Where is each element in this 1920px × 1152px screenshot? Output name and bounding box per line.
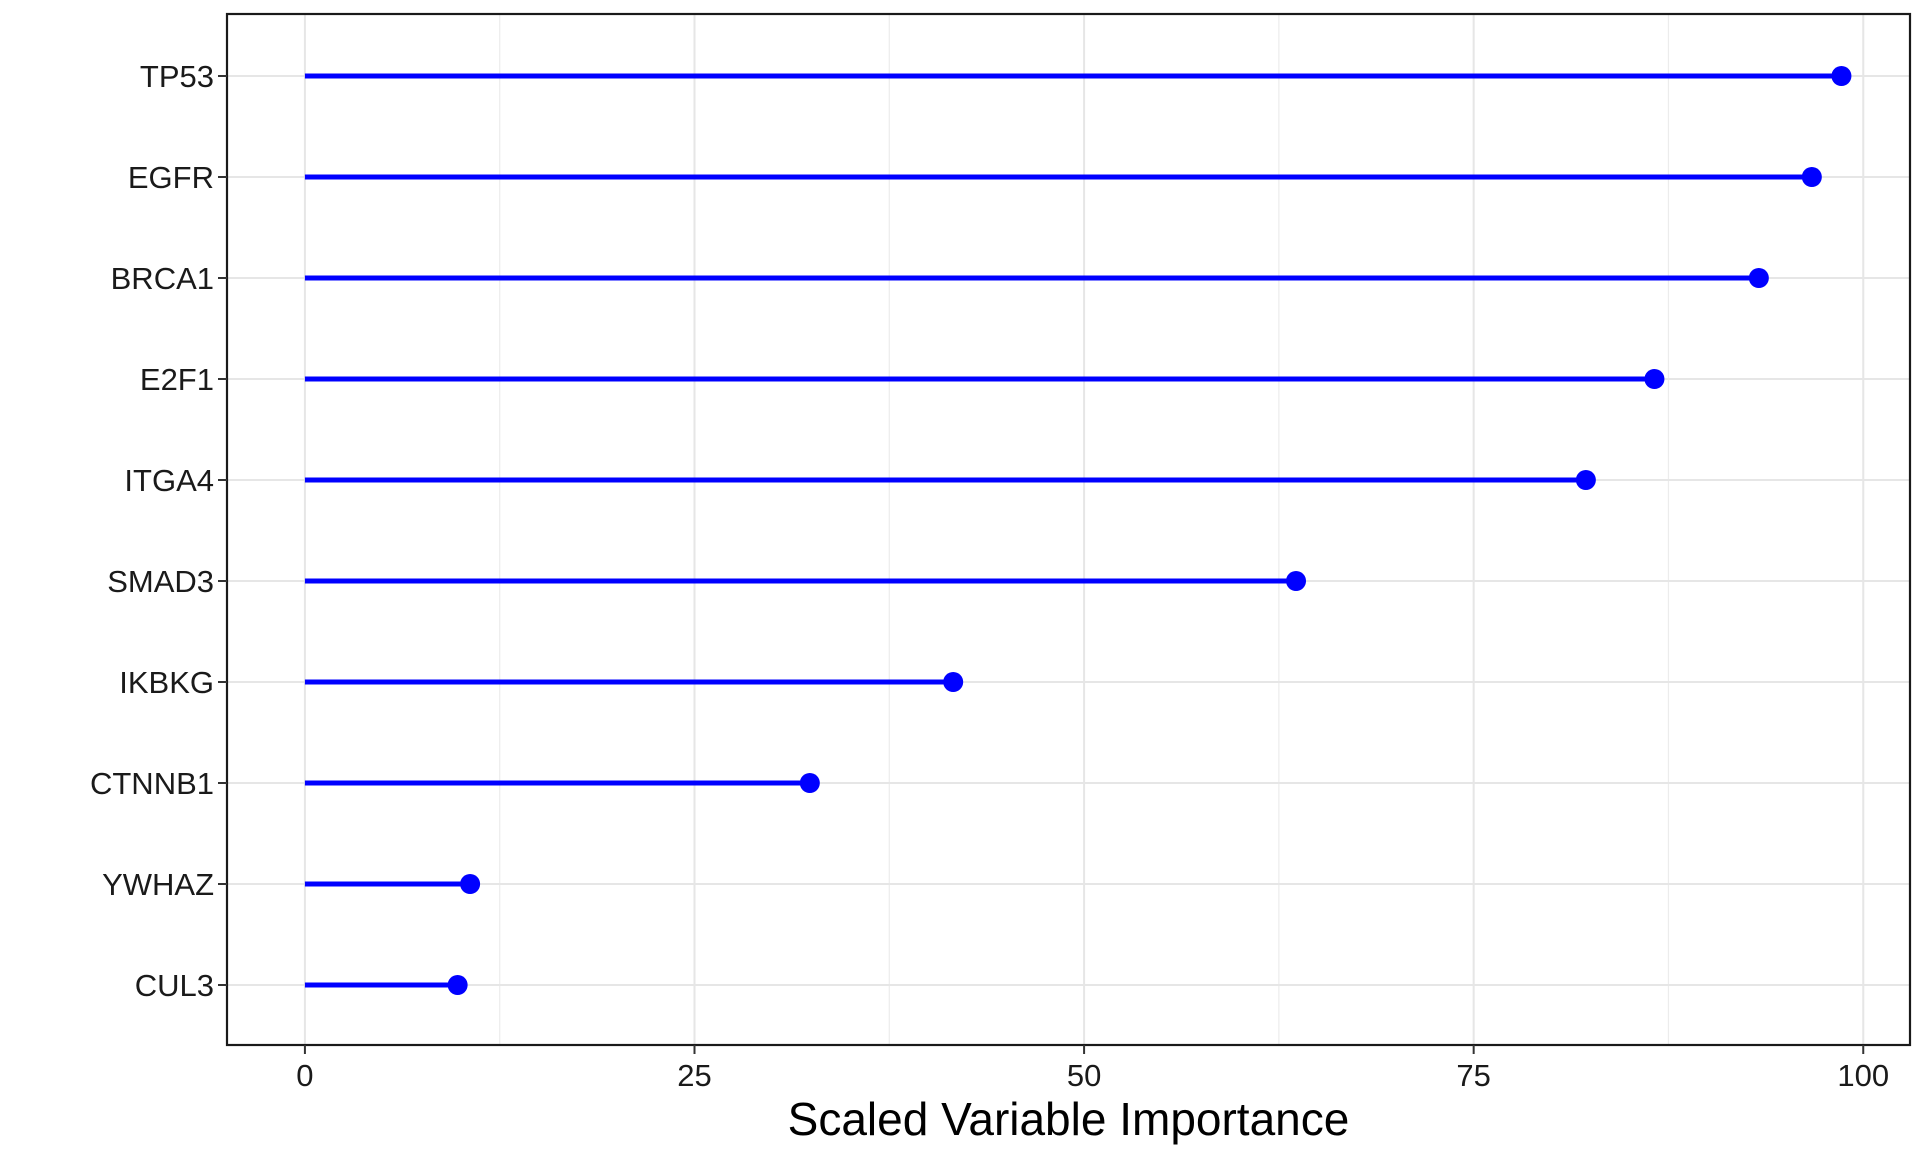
y-tick-label: EGFR: [128, 160, 214, 195]
y-tick-label: E2F1: [140, 362, 214, 397]
lollipop-dot: [943, 672, 964, 692]
lollipop-stems: [304, 73, 1842, 988]
x-axis: 0 25 50 75 100: [296, 1045, 1889, 1093]
x-tick-label: 25: [677, 1058, 711, 1093]
lollipop-dot: [460, 874, 481, 894]
y-axis: TP53 EGFR BRCA1 E2F1 ITGA4 SMAD3 IKBKG CTNNB1 YW…: [90, 59, 227, 1003]
lollipop-dot: [1644, 369, 1665, 389]
lollipop-dot: [1831, 66, 1852, 86]
x-tick-label: 50: [1067, 1058, 1101, 1093]
lollipop-dot: [447, 975, 468, 995]
y-tick-label: YWHAZ: [102, 867, 214, 902]
x-tick-label: 100: [1837, 1058, 1889, 1093]
y-tick-label: SMAD3: [107, 564, 214, 599]
y-tick-label: IKBKG: [119, 665, 214, 700]
plot-panel-border: [225, 12, 1912, 1047]
y-tick-label: CUL3: [135, 968, 214, 1003]
x-tick-label: 0: [296, 1058, 313, 1093]
lollipop-dot: [1748, 268, 1769, 288]
x-tick-label: 75: [1456, 1058, 1490, 1093]
lollipop-dot: [1575, 470, 1596, 490]
lollipop-dot: [799, 773, 820, 793]
y-tick-label: ITGA4: [124, 463, 214, 498]
y-tick-label: TP53: [140, 59, 214, 94]
lollipop-dot: [1286, 571, 1307, 591]
x-axis-title: Scaled Variable Importance: [788, 1093, 1350, 1145]
y-tick-label: CTNNB1: [90, 766, 214, 801]
lollipop-dot: [1801, 167, 1822, 187]
y-tick-label: BRCA1: [111, 261, 214, 296]
lollipop-dots: [447, 66, 1852, 995]
